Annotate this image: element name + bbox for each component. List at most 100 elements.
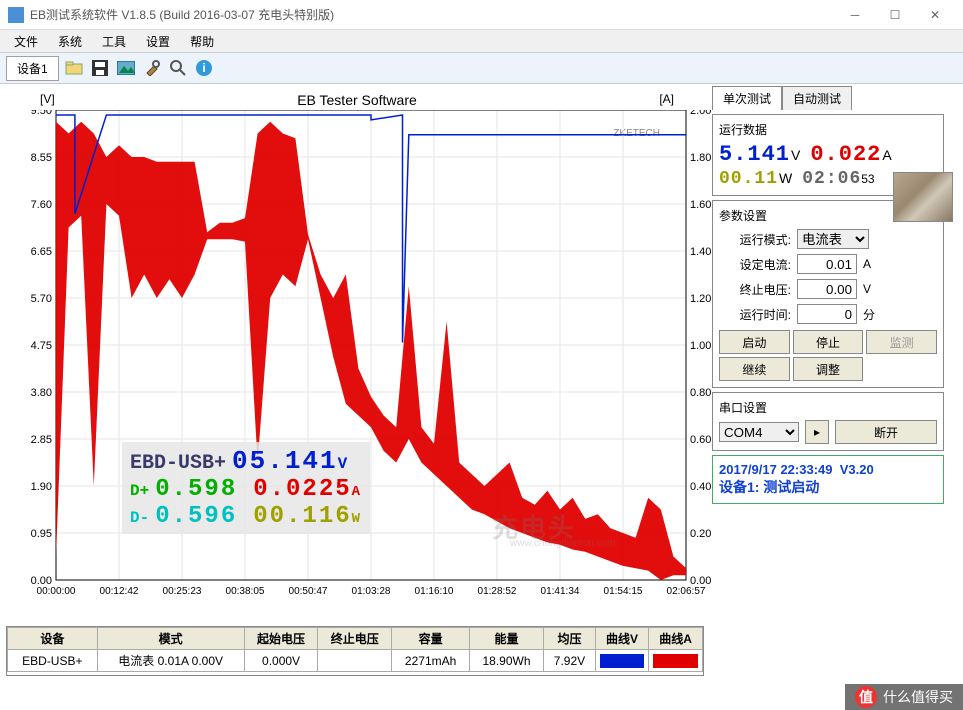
- port-refresh-button[interactable]: ▸: [805, 420, 829, 444]
- td-endv: [318, 650, 392, 672]
- th-device: 设备: [8, 628, 98, 650]
- th-curvev: 曲线V: [596, 628, 649, 650]
- th-energy: 能量: [470, 628, 544, 650]
- svg-text:1.80: 1.80: [690, 152, 711, 164]
- search-icon[interactable]: [167, 57, 189, 79]
- menu-system[interactable]: 系统: [48, 31, 92, 52]
- thumbnail-image: [893, 172, 953, 222]
- chart-title: EB Tester Software: [55, 92, 660, 108]
- overlay-current: 0.0225A: [253, 476, 362, 503]
- disconnect-button[interactable]: 断开: [835, 420, 937, 444]
- open-icon[interactable]: [63, 57, 85, 79]
- runtime-input[interactable]: [797, 304, 857, 324]
- svg-text:00:12:42: 00:12:42: [100, 586, 139, 597]
- svg-text:8.55: 8.55: [31, 152, 52, 164]
- data-table: 设备 模式 起始电压 终止电压 容量 能量 均压 曲线V 曲线A EBD-USB…: [6, 626, 704, 676]
- menu-tools[interactable]: 工具: [92, 31, 136, 52]
- td-energy: 18.90Wh: [470, 650, 544, 672]
- td-device: EBD-USB+: [8, 650, 98, 672]
- svg-text:01:54:15: 01:54:15: [604, 586, 643, 597]
- svg-text:4.75: 4.75: [31, 340, 52, 352]
- footer-watermark: 值 什么值得买: [845, 684, 963, 710]
- footer-badge-icon: 值: [855, 686, 877, 708]
- svg-text:1.90: 1.90: [31, 481, 52, 493]
- th-capacity: 容量: [392, 628, 470, 650]
- overlay-device: EBD-USB+: [130, 452, 226, 475]
- live-current: 0.022A: [810, 142, 891, 167]
- svg-text:0.00: 0.00: [31, 575, 52, 587]
- endv-unit: V: [863, 282, 871, 296]
- watermark-url: www.chongdiantou.com: [510, 538, 616, 549]
- adjust-button[interactable]: 调整: [793, 357, 864, 381]
- menubar: 文件 系统 工具 设置 帮助: [0, 30, 963, 52]
- runtime-label: 运行时间:: [719, 306, 791, 323]
- current-input[interactable]: [797, 254, 857, 274]
- svg-text:2.85: 2.85: [31, 434, 52, 446]
- svg-text:01:28:52: 01:28:52: [478, 586, 517, 597]
- overlay-dp-value: 0.598: [155, 476, 237, 503]
- svg-text:0.95: 0.95: [31, 528, 52, 540]
- close-button[interactable]: ✕: [915, 1, 955, 29]
- th-curvea: 曲线A: [649, 628, 703, 650]
- monitor-button[interactable]: 监测: [866, 330, 937, 354]
- window-title: EB测试系统软件 V1.8.5 (Build 2016-03-07 充电头特别版…: [30, 6, 835, 23]
- start-button[interactable]: 启动: [719, 330, 790, 354]
- port-select[interactable]: COM4: [719, 422, 799, 442]
- footer-text: 什么值得买: [883, 687, 953, 707]
- tools-icon[interactable]: [141, 57, 163, 79]
- app-icon: [8, 7, 24, 23]
- minimize-button[interactable]: ─: [835, 1, 875, 29]
- maximize-button[interactable]: ☐: [875, 1, 915, 29]
- td-startv: 0.000V: [244, 650, 318, 672]
- mode-select[interactable]: 电流表: [797, 229, 869, 249]
- svg-text:01:16:10: 01:16:10: [415, 586, 454, 597]
- svg-text:0.60: 0.60: [690, 434, 711, 446]
- status-box: 2017/9/17 22:33:49 V3.20 设备1: 测试启动: [712, 455, 944, 504]
- th-avgv: 均压: [543, 628, 595, 650]
- svg-text:9.50: 9.50: [31, 110, 52, 117]
- live-voltage: 5.141V: [719, 142, 800, 167]
- overlay-dm-label: D-: [130, 509, 149, 527]
- svg-text:01:41:34: 01:41:34: [541, 586, 580, 597]
- td-capacity: 2271mAh: [392, 650, 470, 672]
- tab-auto-test[interactable]: 自动测试: [782, 86, 852, 110]
- mode-label: 运行模式:: [719, 231, 791, 248]
- td-mode: 电流表 0.01A 0.00V: [97, 650, 244, 672]
- svg-text:1.00: 1.00: [690, 340, 711, 352]
- menu-help[interactable]: 帮助: [180, 31, 224, 52]
- image-icon[interactable]: [115, 57, 137, 79]
- svg-text:0.20: 0.20: [690, 528, 711, 540]
- th-mode: 模式: [97, 628, 244, 650]
- overlay-voltage: 05.141V: [232, 446, 349, 476]
- overlay-readout: EBD-USB+ 05.141V D+ 0.598 0.0225A D- 0.5…: [122, 442, 370, 534]
- td-curvev: [596, 650, 649, 672]
- y2-axis-label: [A]: [659, 92, 674, 108]
- save-icon[interactable]: [89, 57, 111, 79]
- titlebar: EB测试系统软件 V1.8.5 (Build 2016-03-07 充电头特别版…: [0, 0, 963, 30]
- svg-text:00:00:00: 00:00:00: [37, 586, 76, 597]
- device-tab[interactable]: 设备1: [6, 56, 59, 81]
- tab-single-test[interactable]: 单次测试: [712, 86, 782, 110]
- runtime-unit: 分: [863, 306, 875, 323]
- svg-text:2.00: 2.00: [690, 110, 711, 117]
- serial-group: 串口设置 COM4 ▸ 断开: [712, 392, 944, 451]
- menu-settings[interactable]: 设置: [136, 31, 180, 52]
- overlay-dp-label: D+: [130, 482, 149, 500]
- toolbar: 设备1 i: [0, 52, 963, 84]
- svg-text:0.80: 0.80: [690, 387, 711, 399]
- svg-text:00:25:23: 00:25:23: [163, 586, 202, 597]
- live-power: 00.11W: [719, 169, 792, 189]
- svg-text:00:50:47: 00:50:47: [289, 586, 328, 597]
- stop-button[interactable]: 停止: [793, 330, 864, 354]
- param-group: 参数设置 运行模式: 电流表 设定电流: A 终止电压: V 运行时间: 分: [712, 200, 944, 388]
- continue-button[interactable]: 继续: [719, 357, 790, 381]
- th-endv: 终止电压: [318, 628, 392, 650]
- info-icon[interactable]: i: [193, 57, 215, 79]
- overlay-power: 00.116W: [253, 503, 362, 530]
- endv-input[interactable]: [797, 279, 857, 299]
- svg-text:3.80: 3.80: [31, 387, 52, 399]
- svg-text:i: i: [202, 61, 205, 75]
- svg-text:02:06:57: 02:06:57: [667, 586, 706, 597]
- menu-file[interactable]: 文件: [4, 31, 48, 52]
- live-time: 02:0653: [802, 169, 874, 189]
